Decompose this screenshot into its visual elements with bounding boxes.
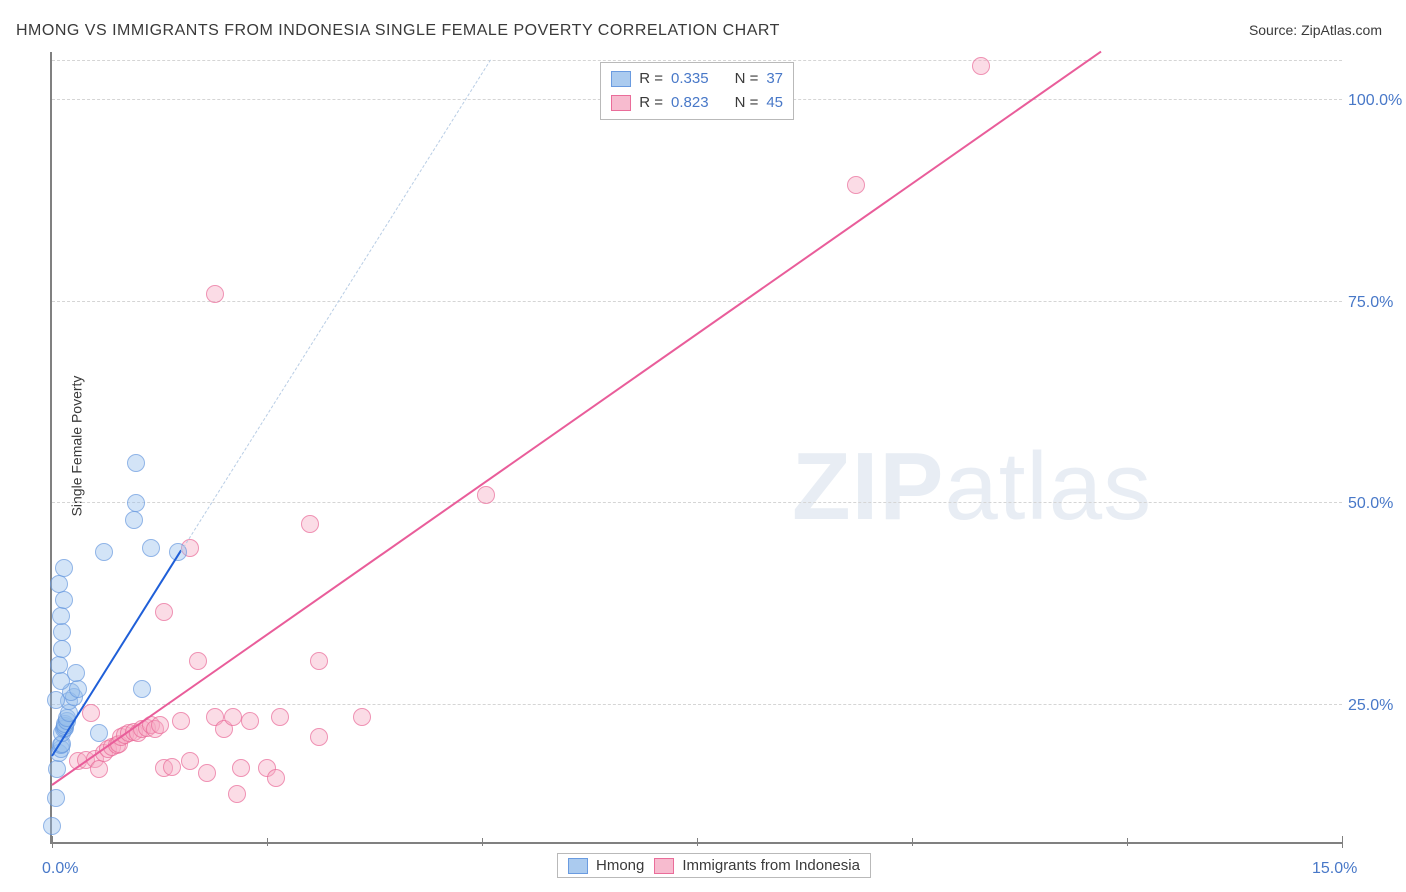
data-point-blue [125,511,143,529]
data-point-blue [55,591,73,609]
data-point-pink [189,652,207,670]
plot-area: ZIPatlas 25.0%50.0%75.0%100.0%0.0%15.0%R… [50,52,1342,844]
gridline [52,301,1342,302]
data-point-blue [53,623,71,641]
legend-n-value: 45 [766,91,783,115]
x-tick [52,836,53,848]
data-point-pink [90,760,108,778]
legend-row: R = 0.823 N = 45 [611,91,783,115]
x-tick-label: 0.0% [42,860,78,878]
data-point-blue [55,559,73,577]
regression-line [51,50,1101,785]
data-point-pink [232,759,250,777]
data-point-blue [67,664,85,682]
data-point-pink [847,176,865,194]
legend-n-label: N = [735,67,759,91]
data-point-blue [142,539,160,557]
data-point-blue [52,607,70,625]
legend-n-value: 37 [766,67,783,91]
data-point-pink [82,704,100,722]
data-point-blue [69,680,87,698]
legend-r-value: 0.335 [671,67,709,91]
data-point-pink [972,57,990,75]
source-label: Source: [1249,22,1297,38]
legend-r-label: R = [639,67,663,91]
x-tick [1127,838,1128,846]
data-point-pink [163,758,181,776]
legend-chip [568,858,588,874]
legend-item: Immigrants from Indonesia [654,857,860,874]
data-point-pink [224,708,242,726]
data-point-pink [198,764,216,782]
legend-series: Hmong Immigrants from Indonesia [557,853,871,878]
source-value: ZipAtlas.com [1301,22,1382,38]
legend-chip [611,95,631,111]
x-tick [1342,836,1343,848]
data-point-blue [133,680,151,698]
data-point-blue [95,543,113,561]
data-point-pink [271,708,289,726]
data-point-blue [50,656,68,674]
x-tick [482,838,483,846]
legend-chip [654,858,674,874]
watermark-light: atlas [944,433,1152,540]
y-tick-label: 25.0% [1348,697,1406,715]
regression-extension [181,59,491,551]
legend-chip [611,71,631,87]
data-point-blue [127,454,145,472]
data-point-pink [155,603,173,621]
legend-r-value: 0.823 [671,91,709,115]
data-point-pink [241,712,259,730]
data-point-pink [353,708,371,726]
source: Source: ZipAtlas.com [1249,22,1382,38]
data-point-pink [477,486,495,504]
data-point-pink [206,285,224,303]
gridline [52,502,1342,503]
data-point-pink [301,515,319,533]
x-tick [912,838,913,846]
x-tick-label: 15.0% [1312,860,1357,878]
gridline [52,60,1342,61]
gridline [52,704,1342,705]
x-tick [267,838,268,846]
legend-row: R = 0.335 N = 37 [611,67,783,91]
data-point-pink [228,785,246,803]
data-point-pink [172,712,190,730]
legend-n-label: N = [735,91,759,115]
watermark-bold: ZIP [792,433,944,540]
legend-label: Immigrants from Indonesia [682,857,860,874]
data-point-blue [43,817,61,835]
data-point-pink [310,728,328,746]
legend-label: Hmong [596,857,644,874]
data-point-blue [50,575,68,593]
y-tick-label: 50.0% [1348,495,1406,513]
data-point-blue [90,724,108,742]
data-point-pink [181,752,199,770]
legend-r-label: R = [639,91,663,115]
legend-item: Hmong [568,857,644,874]
data-point-pink [267,769,285,787]
y-tick-label: 75.0% [1348,294,1406,312]
data-point-pink [151,716,169,734]
x-tick [697,838,698,846]
data-point-blue [127,494,145,512]
chart-title: HMONG VS IMMIGRANTS FROM INDONESIA SINGL… [16,22,780,40]
watermark: ZIPatlas [792,432,1152,542]
data-point-pink [310,652,328,670]
data-point-blue [53,640,71,658]
y-tick-label: 100.0% [1348,92,1406,110]
legend-correlation: R = 0.335 N = 37 R = 0.823 N = 45 [600,62,794,120]
data-point-blue [47,789,65,807]
